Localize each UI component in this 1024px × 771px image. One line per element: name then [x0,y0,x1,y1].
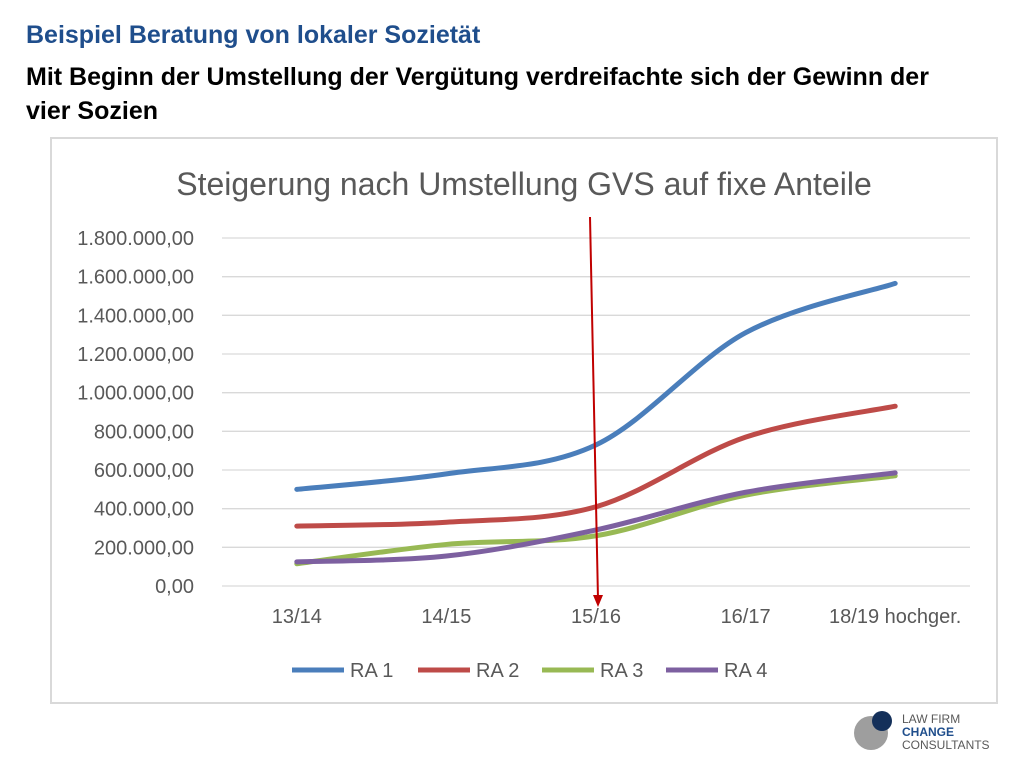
y-tick-label: 400.000,00 [94,499,194,521]
y-tick-label: 0,00 [155,576,194,598]
series-line-1 [294,280,898,492]
y-tick-label: 1.400.000,00 [77,305,194,327]
logo-text-line1: LAW FIRM [902,712,961,726]
y-tick-label: 1.600.000,00 [77,267,194,289]
y-tick-label: 1.000.000,00 [77,383,194,405]
arrow-icon [589,216,603,607]
line-chart: 0,00 200.000,00 400.000,00 600.000,00 800.00… [77,216,970,682]
x-tick-label: 13/14 [272,606,322,628]
y-tick-label: 1.800.000,00 [77,228,194,250]
logo-icon [852,710,896,754]
logo-text-line2: CHANGE [902,725,955,739]
legend-item: RA 3 [542,660,643,682]
x-tick-label: 15/16 [571,606,621,628]
legend-label: RA 4 [724,660,767,682]
y-axis-ticks: 0,00 200.000,00 400.000,00 600.000,00 800.00… [77,228,194,598]
x-tick-label: 18/19 hochger. [829,606,961,628]
logo-text-line3: CONSULTANTS [902,738,990,752]
chart-title: Steigerung nach Umstellung GVS auf fixe … [176,166,872,202]
x-tick-label: 14/15 [421,606,471,628]
y-tick-label: 200.000,00 [94,537,194,559]
legend-label: RA 3 [600,660,643,682]
legend-item: RA 1 [292,660,393,682]
slide-title: Beispiel Beratung von lokaler Sozietät [26,21,481,49]
chart-frame: Steigerung nach Umstellung GVS auf fixe … [50,137,998,704]
y-tick-label: 800.000,00 [94,421,194,443]
y-tick-label: 600.000,00 [94,460,194,482]
y-tick-label: 1.200.000,00 [77,344,194,366]
x-tick-label: 16/17 [721,606,771,628]
legend-label: RA 1 [350,660,393,682]
x-axis-ticks: 13/14 14/15 15/16 16/17 18/19 hochger. [272,606,962,628]
legend-label: RA 2 [476,660,519,682]
slide-subtitle: Mit Beginn der Umstellung der Vergütung … [26,63,929,125]
legend-item: RA 2 [418,660,519,682]
legend: RA 1 RA 2 RA 3 RA 4 [292,660,767,682]
change-marker [589,216,603,607]
legend-item: RA 4 [666,660,767,682]
company-logo: LAW FIRM CHANGE CONSULTANTS [852,710,1012,760]
